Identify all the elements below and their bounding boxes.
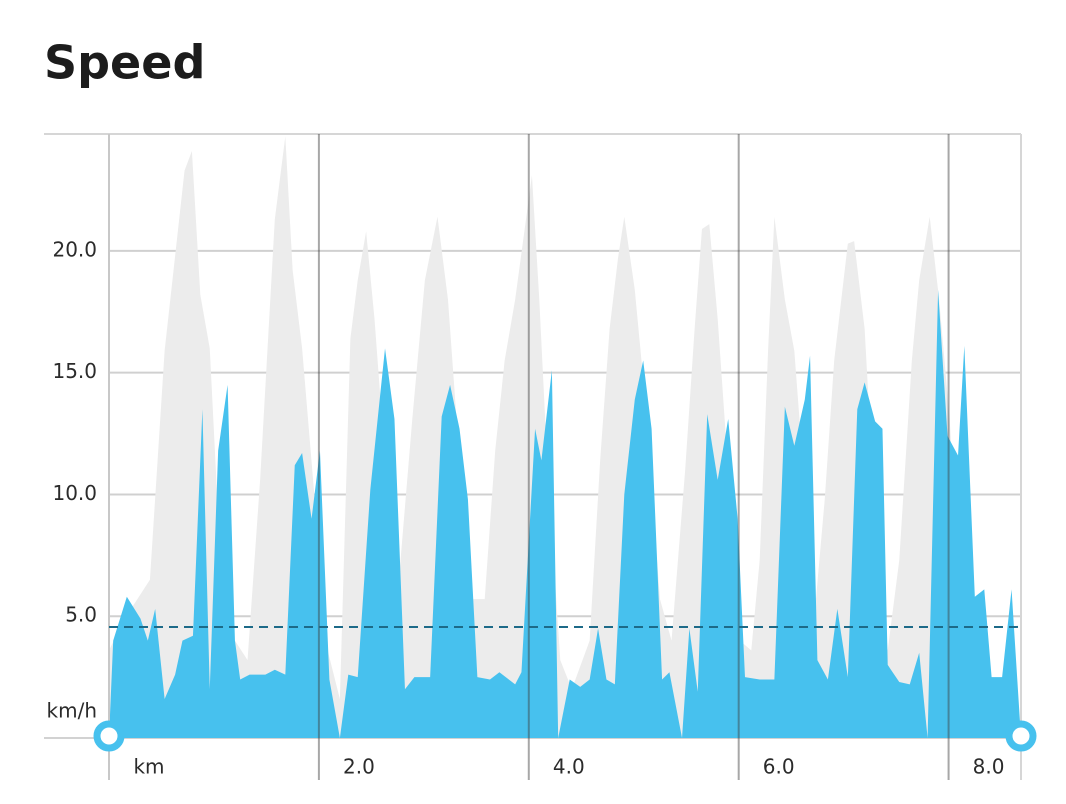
x-tick-label: km: [133, 755, 164, 779]
range-handle-start[interactable]: [93, 720, 125, 752]
y-tick-label: 15.0: [52, 359, 97, 383]
y-tick-label: km/h: [47, 699, 97, 723]
chart-title: Speed: [44, 36, 205, 90]
y-tick-label: 5.0: [65, 603, 97, 627]
y-tick-label: 20.0: [52, 237, 97, 261]
x-tick-label: 2.0: [343, 755, 375, 779]
x-tick-label: 4.0: [553, 755, 585, 779]
x-tick-label: 8.0: [973, 755, 1005, 779]
y-tick-label: 10.0: [52, 481, 97, 505]
x-tick-label: 6.0: [763, 755, 795, 779]
range-handle-end[interactable]: [1005, 720, 1037, 752]
